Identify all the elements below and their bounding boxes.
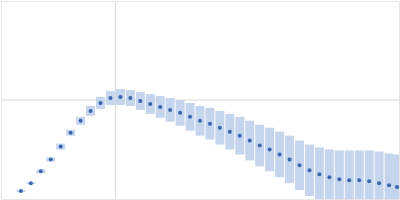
point <box>268 148 272 152</box>
error-bar <box>325 150 334 200</box>
error-bar <box>76 117 85 125</box>
error-bar <box>285 136 294 184</box>
error-bar <box>36 169 45 173</box>
y-axis <box>1 2 2 200</box>
point <box>248 139 252 143</box>
point <box>148 102 152 106</box>
error-bar <box>295 141 304 191</box>
point <box>89 109 93 113</box>
point <box>218 126 222 130</box>
axis-line <box>1 2 2 200</box>
chart <box>0 0 400 200</box>
point <box>387 183 391 187</box>
point <box>395 185 399 189</box>
error-bar <box>46 157 55 161</box>
points <box>19 95 399 193</box>
error-bar <box>156 96 165 118</box>
error-bar <box>205 108 214 140</box>
axis-line <box>399 2 400 200</box>
error-bars <box>21 89 397 199</box>
point <box>367 179 371 183</box>
point <box>307 168 311 172</box>
point <box>317 172 321 176</box>
error-bar <box>116 89 125 105</box>
error-bar <box>235 117 244 155</box>
point <box>377 181 381 185</box>
error-bar <box>86 106 95 116</box>
point <box>188 115 192 119</box>
axis-line <box>2 1 400 2</box>
error-bar <box>355 150 364 199</box>
point <box>198 119 202 123</box>
x-axis-top <box>2 1 400 2</box>
point <box>158 105 162 109</box>
error-bar <box>176 100 185 126</box>
point <box>49 157 53 161</box>
point <box>278 152 282 156</box>
point <box>99 101 103 105</box>
point <box>39 169 43 173</box>
error-bar <box>245 121 254 161</box>
point <box>118 95 122 99</box>
error-bar <box>335 150 344 199</box>
point <box>69 131 73 135</box>
error-bar <box>265 128 274 172</box>
error-bar <box>393 154 399 199</box>
point <box>238 134 242 138</box>
error-bar <box>215 111 224 145</box>
point <box>29 181 33 185</box>
point <box>337 177 341 181</box>
error-bar <box>96 97 105 109</box>
point <box>138 99 142 103</box>
error-bar <box>166 98 175 122</box>
y-axis-right <box>399 2 400 200</box>
point <box>327 175 331 179</box>
error-bar <box>225 114 234 150</box>
error-bar <box>385 153 394 199</box>
error-bar <box>345 150 354 199</box>
error-bar <box>56 144 65 150</box>
point <box>228 130 232 134</box>
error-bar <box>106 91 115 105</box>
point <box>59 145 63 149</box>
x-axis <box>2 199 400 200</box>
point <box>108 96 112 100</box>
error-bar <box>186 103 195 131</box>
error-bar <box>66 130 75 136</box>
point <box>298 163 302 167</box>
point <box>288 157 292 161</box>
error-bar <box>375 151 384 199</box>
plot-area <box>19 89 399 199</box>
error-bar <box>255 125 264 167</box>
error-bar <box>196 106 205 136</box>
point <box>178 111 182 115</box>
error-bar <box>136 92 145 110</box>
error-bar <box>315 148 324 199</box>
point <box>347 178 351 182</box>
error-bar <box>126 90 135 106</box>
point <box>19 189 23 193</box>
axis-line <box>2 199 400 200</box>
point <box>168 108 172 112</box>
point <box>208 122 212 126</box>
point <box>357 178 361 182</box>
error-bar <box>305 145 314 196</box>
grid-line-y <box>1 100 399 101</box>
error-bar <box>146 94 155 114</box>
point <box>79 119 83 123</box>
point <box>258 144 262 148</box>
point <box>128 96 132 100</box>
error-bar <box>365 150 374 199</box>
error-bar <box>275 132 284 178</box>
